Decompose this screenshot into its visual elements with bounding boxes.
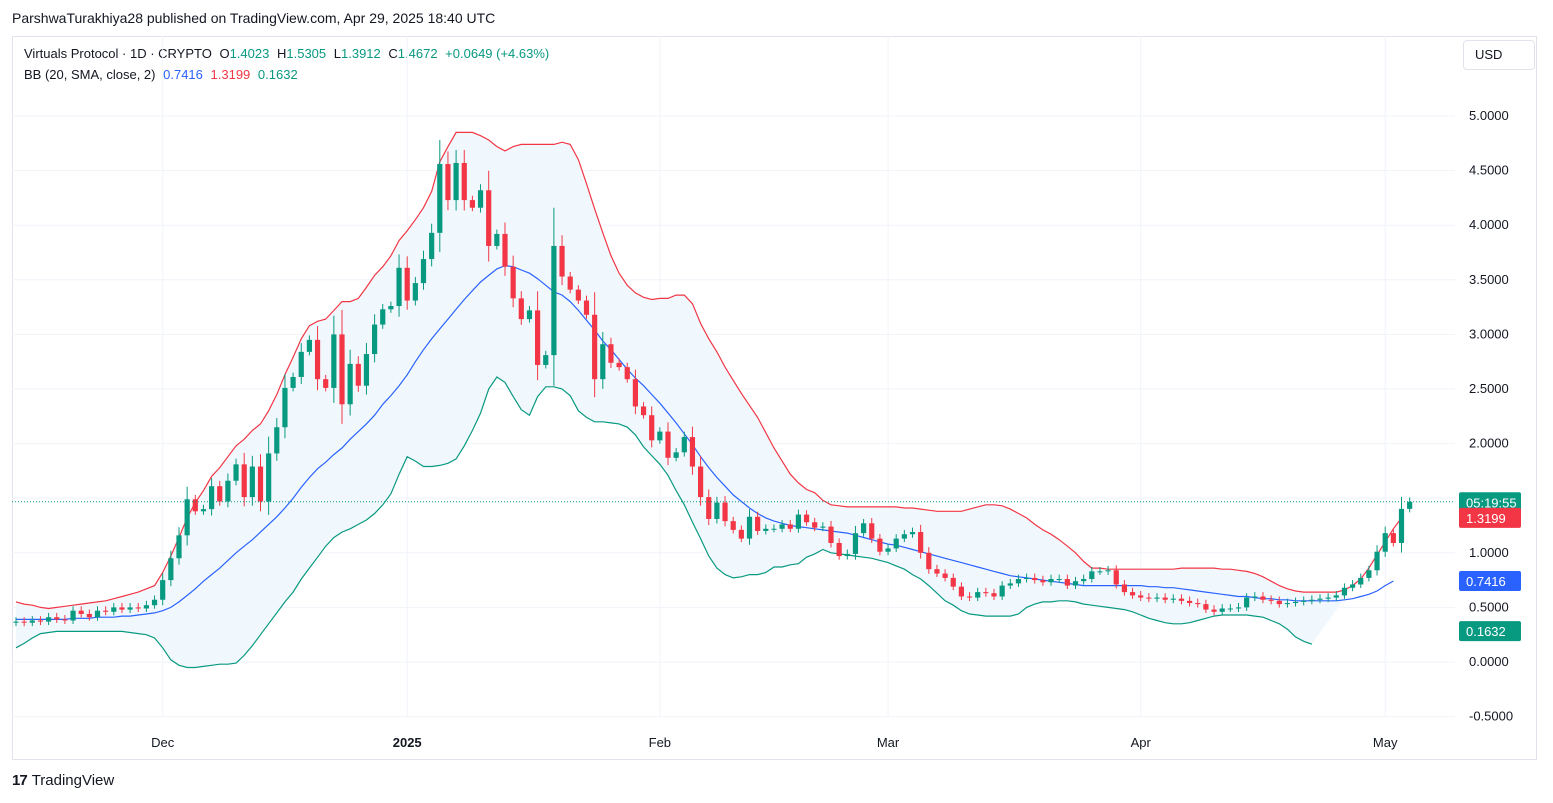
close-label: C — [388, 46, 398, 61]
ohlc-legend: Virtuals Protocol · 1D · CRYPTO O1.4023 … — [24, 46, 553, 61]
currency-button[interactable]: USD — [1463, 40, 1535, 70]
tradingview-footer[interactable]: 17 TradingView — [12, 772, 114, 789]
publish-caption: ParshwaTurakhiya28 published on TradingV… — [12, 10, 496, 26]
bb-basis-value: 0.7416 — [163, 67, 203, 82]
bb-lower-value: 0.1632 — [257, 67, 298, 82]
change-value: +0.0649 (+4.63%) — [445, 46, 550, 61]
tradingview-brand: TradingView — [31, 772, 115, 789]
high-value: 1.5305 — [286, 46, 327, 61]
bb-legend[interactable]: BB (20, SMA, close, 2) 0.7416 1.3199 0.1… — [24, 67, 302, 82]
tradingview-logo-icon: 17 — [12, 772, 28, 789]
chart-frame — [12, 36, 1537, 760]
symbol-title[interactable]: Virtuals Protocol · 1D · CRYPTO — [24, 46, 212, 61]
high-label: H — [276, 46, 287, 61]
close-value: 1.4672 — [397, 46, 438, 61]
bb-label: BB (20, SMA, close, 2) — [24, 67, 156, 82]
low-value: 1.3912 — [341, 46, 381, 61]
open-label: O — [219, 46, 230, 61]
open-value: 1.4023 — [229, 46, 270, 61]
low-label: L — [333, 46, 341, 61]
bb-upper-value: 1.3199 — [210, 67, 251, 82]
